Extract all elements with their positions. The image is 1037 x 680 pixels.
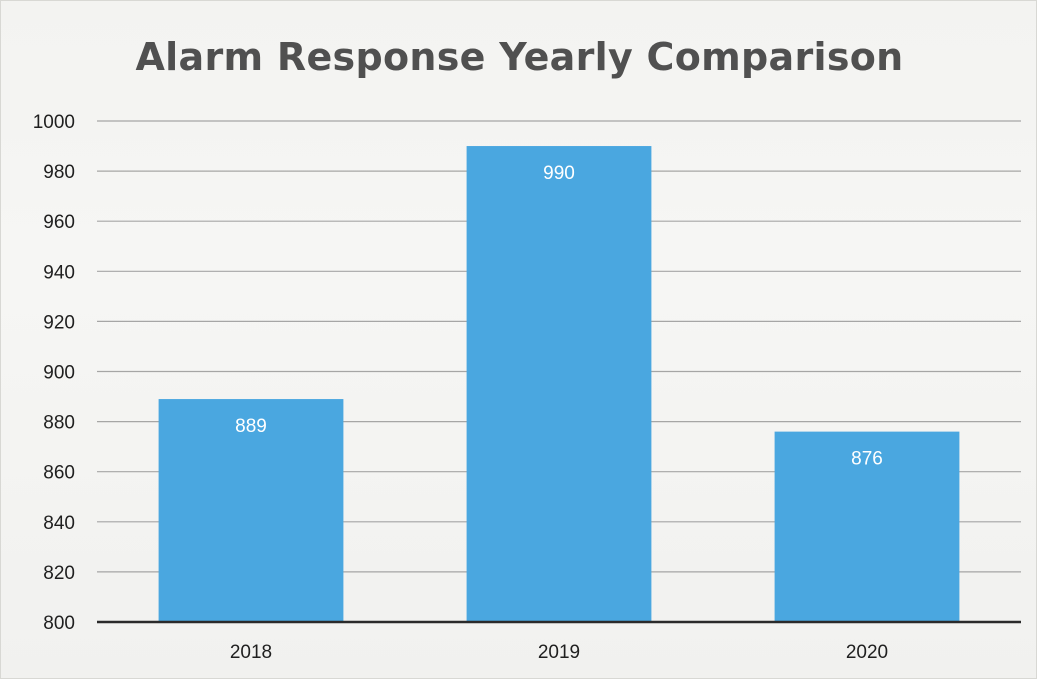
data-labels: 889 990 876: [235, 163, 883, 470]
x-tick-label: 2019: [538, 642, 580, 663]
y-tick-label: 860: [43, 463, 75, 484]
y-tick-label: 980: [43, 162, 75, 183]
bar: [774, 431, 960, 622]
data-label: 876: [851, 449, 883, 470]
bar: [466, 146, 652, 623]
x-tick-label: 2020: [846, 642, 888, 663]
y-tick-label: 900: [43, 363, 75, 384]
y-tick-label: 840: [43, 513, 75, 534]
bars: [158, 146, 960, 623]
y-tick-label: 1000: [33, 112, 75, 133]
x-tick-label: 2018: [230, 642, 272, 663]
y-tick-label: 880: [43, 413, 75, 434]
chart-title: Alarm Response Yearly Comparison: [135, 35, 904, 79]
y-tick-label: 940: [43, 262, 75, 283]
bar: [158, 399, 344, 622]
y-tick-label: 800: [43, 613, 75, 634]
y-tick-label: 920: [43, 312, 75, 333]
data-label: 889: [235, 416, 267, 437]
y-tick-label: 820: [43, 563, 75, 584]
y-axis-tick-labels: 800 820 840 860 880 900 920 940 960 980 1000: [33, 112, 75, 634]
x-axis-tick-labels: 2018 2019 2020: [230, 642, 888, 663]
data-label: 990: [543, 163, 575, 184]
y-tick-label: 960: [43, 212, 75, 233]
